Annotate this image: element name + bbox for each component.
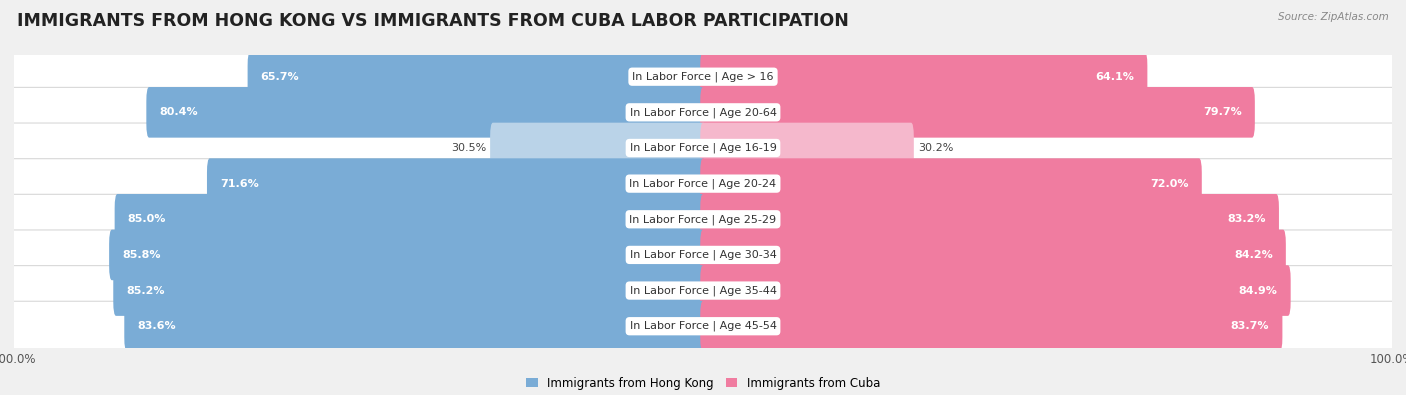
Text: 83.6%: 83.6%: [138, 321, 176, 331]
Text: In Labor Force | Age 16-19: In Labor Force | Age 16-19: [630, 143, 776, 153]
Text: 85.2%: 85.2%: [127, 286, 165, 295]
Text: 65.7%: 65.7%: [260, 71, 299, 82]
Text: 30.2%: 30.2%: [918, 143, 953, 153]
FancyBboxPatch shape: [124, 301, 706, 352]
FancyBboxPatch shape: [247, 51, 706, 102]
Text: 83.2%: 83.2%: [1227, 214, 1265, 224]
Text: In Labor Force | Age 20-24: In Labor Force | Age 20-24: [630, 179, 776, 189]
Text: 83.7%: 83.7%: [1230, 321, 1270, 331]
FancyBboxPatch shape: [1, 159, 1405, 209]
Text: 71.6%: 71.6%: [221, 179, 259, 189]
FancyBboxPatch shape: [700, 158, 1202, 209]
Text: Source: ZipAtlas.com: Source: ZipAtlas.com: [1278, 12, 1389, 22]
Text: 84.9%: 84.9%: [1239, 286, 1278, 295]
Text: 72.0%: 72.0%: [1150, 179, 1188, 189]
FancyBboxPatch shape: [146, 87, 706, 137]
FancyBboxPatch shape: [700, 123, 914, 173]
FancyBboxPatch shape: [700, 51, 1147, 102]
Text: 30.5%: 30.5%: [451, 143, 486, 153]
FancyBboxPatch shape: [1, 301, 1405, 351]
FancyBboxPatch shape: [1, 230, 1405, 280]
Text: 80.4%: 80.4%: [159, 107, 198, 117]
Text: 84.2%: 84.2%: [1234, 250, 1272, 260]
Text: 79.7%: 79.7%: [1204, 107, 1241, 117]
FancyBboxPatch shape: [1, 265, 1405, 316]
FancyBboxPatch shape: [1, 123, 1405, 173]
Text: In Labor Force | Age 20-64: In Labor Force | Age 20-64: [630, 107, 776, 118]
FancyBboxPatch shape: [115, 194, 706, 245]
FancyBboxPatch shape: [700, 87, 1254, 137]
FancyBboxPatch shape: [110, 229, 706, 280]
FancyBboxPatch shape: [1, 87, 1405, 137]
Text: In Labor Force | Age 30-34: In Labor Force | Age 30-34: [630, 250, 776, 260]
FancyBboxPatch shape: [1, 194, 1405, 244]
FancyBboxPatch shape: [700, 265, 1291, 316]
Text: In Labor Force | Age > 16: In Labor Force | Age > 16: [633, 71, 773, 82]
FancyBboxPatch shape: [207, 158, 706, 209]
Text: In Labor Force | Age 45-54: In Labor Force | Age 45-54: [630, 321, 776, 331]
Text: In Labor Force | Age 25-29: In Labor Force | Age 25-29: [630, 214, 776, 224]
FancyBboxPatch shape: [700, 301, 1282, 352]
Text: IMMIGRANTS FROM HONG KONG VS IMMIGRANTS FROM CUBA LABOR PARTICIPATION: IMMIGRANTS FROM HONG KONG VS IMMIGRANTS …: [17, 12, 849, 30]
Text: In Labor Force | Age 35-44: In Labor Force | Age 35-44: [630, 285, 776, 296]
FancyBboxPatch shape: [700, 194, 1279, 245]
FancyBboxPatch shape: [700, 229, 1286, 280]
Text: 85.0%: 85.0%: [128, 214, 166, 224]
Text: 64.1%: 64.1%: [1095, 71, 1135, 82]
FancyBboxPatch shape: [1, 52, 1405, 102]
Legend: Immigrants from Hong Kong, Immigrants from Cuba: Immigrants from Hong Kong, Immigrants fr…: [522, 372, 884, 394]
Text: 85.8%: 85.8%: [122, 250, 160, 260]
FancyBboxPatch shape: [114, 265, 706, 316]
FancyBboxPatch shape: [491, 123, 706, 173]
